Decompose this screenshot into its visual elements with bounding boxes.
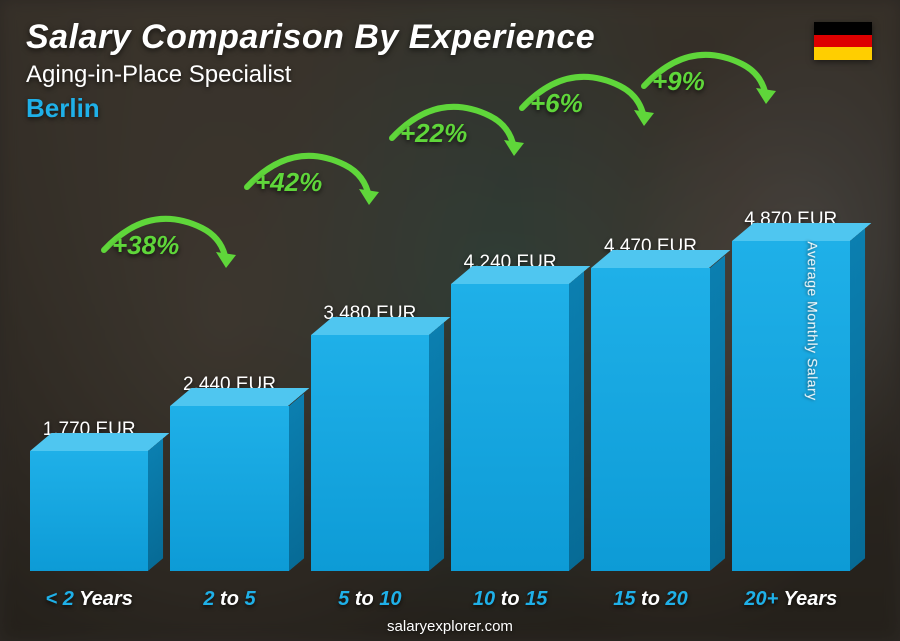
- bar: [591, 268, 709, 571]
- x-axis-category-label: 15 to 20: [591, 588, 709, 611]
- x-axis-labels: < 2 Years 2 to 5 5 to 10 10 to 15 15 to 20 20…: [30, 588, 850, 611]
- chart-subtitle: Aging-in-Place Specialist: [26, 61, 874, 89]
- x-axis-category-label: 5 to 10: [311, 588, 429, 611]
- percent-increase-badge: +38%: [112, 230, 173, 261]
- footer-attribution: salaryexplorer.com: [0, 618, 900, 635]
- country-flag-germany: [814, 22, 872, 60]
- bar-top-face: [30, 433, 170, 451]
- header: Salary Comparison By Experience Aging-in…: [26, 18, 874, 124]
- bar-top-face: [451, 266, 591, 284]
- bar-wrap: 4,240 EUR: [451, 252, 569, 571]
- bar-wrap: 3,480 EUR: [311, 303, 429, 571]
- bar-side-face: [148, 438, 163, 571]
- chart-location: Berlin: [26, 93, 874, 124]
- bar: [170, 406, 288, 571]
- bar: [30, 451, 148, 571]
- bar-front-face: [591, 268, 709, 571]
- bar-wrap: 1,770 EUR: [30, 419, 148, 571]
- bar-front-face: [451, 284, 569, 571]
- bar-top-face: [732, 223, 872, 241]
- x-axis-category-label: < 2 Years: [30, 588, 148, 611]
- bar-wrap: 4,470 EUR: [591, 236, 709, 571]
- bar-top-face: [170, 388, 310, 406]
- bar-front-face: [30, 451, 148, 571]
- bar-top-face: [591, 250, 731, 268]
- flag-stripe: [814, 35, 872, 48]
- flag-stripe: [814, 22, 872, 35]
- x-axis-category-label: 2 to 5: [170, 588, 288, 611]
- bar-side-face: [850, 228, 865, 571]
- bar-wrap: 2,440 EUR: [170, 374, 288, 571]
- bar: [732, 241, 850, 571]
- x-axis-category-label: 10 to 15: [451, 588, 569, 611]
- flag-stripe: [814, 47, 872, 60]
- x-axis-category-label: 20+ Years: [732, 588, 850, 611]
- percent-increase-badge: +42%: [255, 167, 316, 198]
- y-axis-label: Average Monthly Salary: [804, 241, 820, 400]
- bar-front-face: [170, 406, 288, 571]
- bar-top-face: [311, 317, 451, 335]
- bar-side-face: [289, 393, 304, 571]
- bar-wrap: 4,870 EUR: [732, 209, 850, 571]
- bar-front-face: [311, 335, 429, 571]
- bar-front-face: [732, 241, 850, 571]
- chart-title: Salary Comparison By Experience: [26, 18, 874, 57]
- percent-increase-value: +38%: [112, 230, 179, 261]
- bar-side-face: [429, 322, 444, 571]
- percent-increase-value: +42%: [255, 167, 322, 198]
- bar-side-face: [569, 271, 584, 571]
- bar: [451, 284, 569, 571]
- bar: [311, 335, 429, 571]
- bar-side-face: [710, 255, 725, 571]
